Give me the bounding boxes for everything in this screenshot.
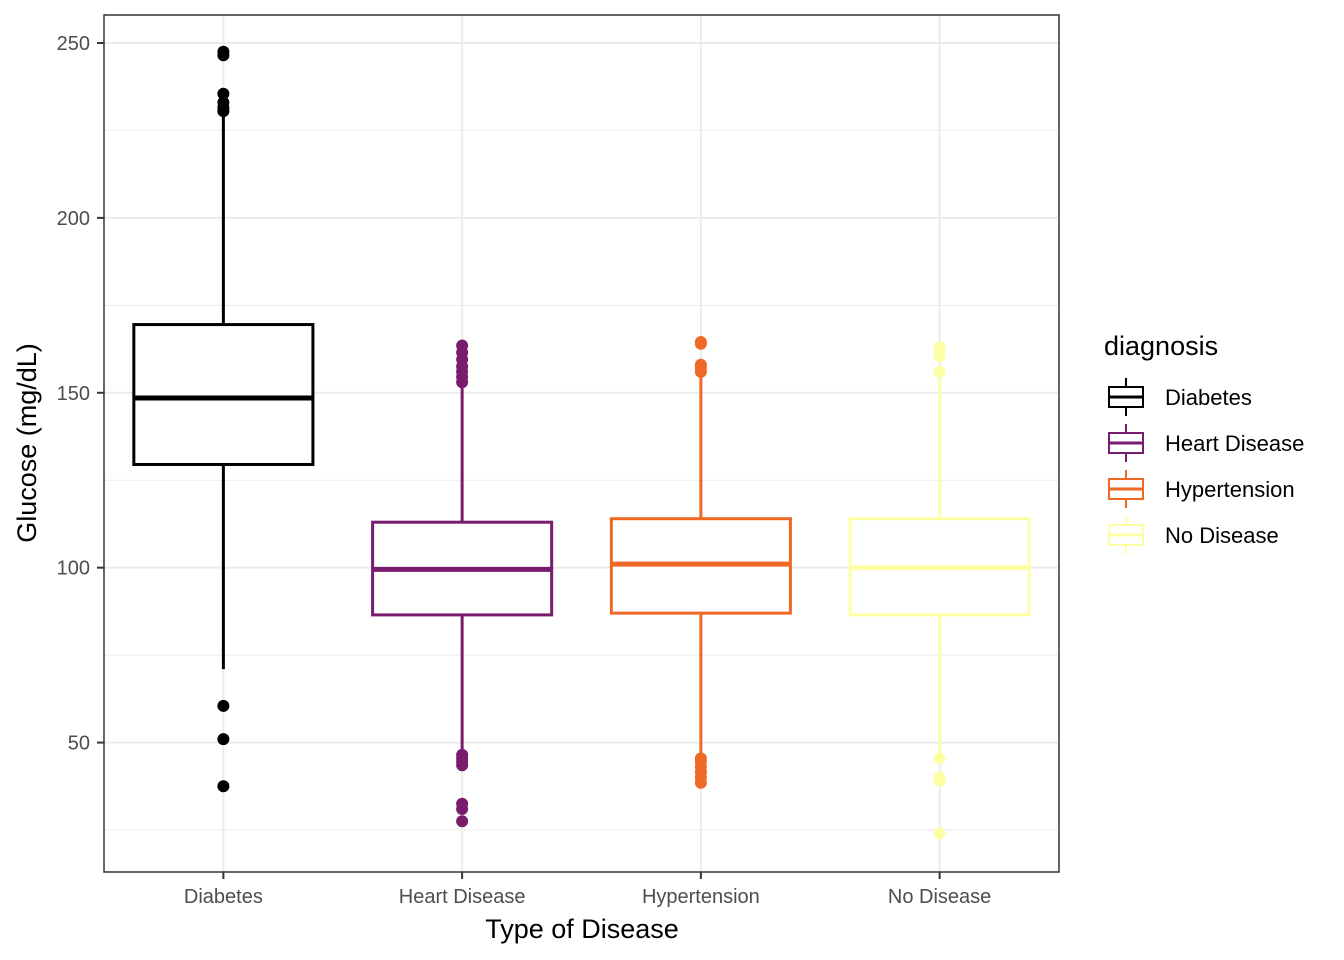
- outlier-point: [217, 87, 230, 100]
- x-tick-label: Hypertension: [642, 886, 760, 908]
- y-axis-title: Glucose (mg/dL): [12, 343, 42, 543]
- legend-label: Diabetes: [1165, 385, 1252, 410]
- plot-panel: [103, 14, 1060, 873]
- legend-label: Heart Disease: [1165, 431, 1304, 456]
- legend-label: No Disease: [1165, 523, 1279, 548]
- legend-item-diabetes: Diabetes: [1108, 378, 1252, 416]
- legend: diagnosis Diabetes Heart Disease Hypertens…: [1104, 331, 1304, 554]
- outlier-point: [217, 105, 230, 118]
- y-tick-label: 250: [57, 33, 90, 55]
- x-axis-title: Type of Disease: [485, 914, 679, 944]
- outlier-point: [694, 365, 707, 378]
- outlier-point: [933, 752, 946, 765]
- outlier-point: [456, 759, 469, 772]
- outlier-point: [456, 803, 469, 816]
- outlier-point: [456, 376, 469, 389]
- panel-border: [103, 14, 1060, 873]
- x-tick-label: Diabetes: [184, 886, 263, 908]
- outlier-point: [217, 733, 230, 746]
- y-tick-label: 50: [68, 733, 90, 755]
- outlier-point: [933, 365, 946, 378]
- outlier-point: [694, 776, 707, 789]
- box-heart-disease: [371, 339, 554, 828]
- outlier-point: [217, 780, 230, 793]
- y-tick-label: 200: [57, 208, 90, 230]
- outlier-point: [217, 49, 230, 62]
- x-tick-label: No Disease: [888, 886, 991, 908]
- outlier-point: [217, 699, 230, 712]
- x-tick-label: Heart Disease: [399, 886, 526, 908]
- box-no-disease: [848, 341, 1031, 840]
- outlier-point: [694, 337, 707, 350]
- legend-item-heart-disease: Heart Disease: [1108, 424, 1304, 462]
- legend-item-hypertension: Hypertension: [1108, 470, 1295, 508]
- outlier-point: [456, 815, 469, 828]
- legend-label: Hypertension: [1165, 477, 1295, 502]
- y-tick-label: 100: [57, 558, 90, 580]
- box-hypertension: [609, 336, 792, 789]
- y-tick-label: 150: [57, 383, 90, 405]
- x-axis: Diabetes Heart Disease Hypertension No Dise…: [184, 872, 991, 908]
- outlier-point: [933, 827, 946, 840]
- outlier-point: [933, 350, 946, 363]
- legend-item-no-disease: No Disease: [1108, 516, 1279, 554]
- legend-title: diagnosis: [1104, 331, 1218, 361]
- box-diabetes: [132, 45, 315, 793]
- y-axis: 50 100 150 200 250: [57, 33, 104, 755]
- iqr-box: [132, 323, 315, 466]
- outlier-point: [933, 775, 946, 788]
